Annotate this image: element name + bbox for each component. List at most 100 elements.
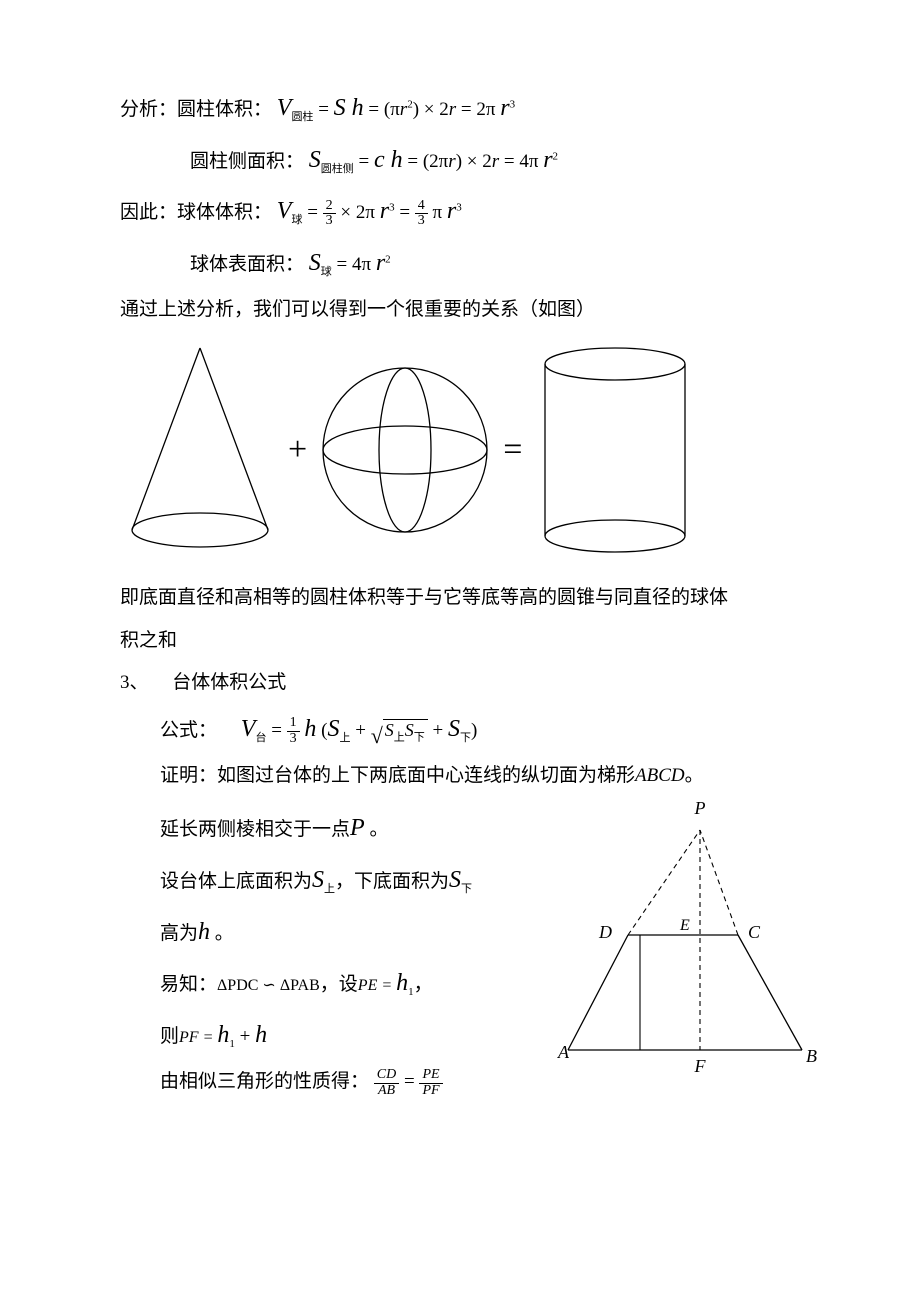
frac-2-3: 23 <box>323 199 336 229</box>
line-relation-1: 即底面直径和高相等的圆柱体积等于与它等底等高的圆锥与同直径的球体 <box>120 580 820 616</box>
s2sub: 下 <box>460 732 471 744</box>
s1sub: 上 <box>339 732 350 744</box>
sub: 圆柱 <box>291 111 313 123</box>
label-C: C <box>748 922 761 942</box>
sub: 圆柱侧 <box>321 162 354 174</box>
sqrt: √S上S下 <box>371 719 428 745</box>
eq: = <box>271 720 286 741</box>
P: P <box>350 815 365 841</box>
e3: 3 <box>389 202 395 214</box>
sphere-icon <box>315 350 495 550</box>
S1: S <box>327 716 339 742</box>
plus-sign: + <box>288 418 307 483</box>
n: 1 <box>287 716 300 732</box>
m1: = (2π <box>407 151 448 172</box>
shapes-diagram: + = <box>120 340 820 560</box>
line-relation-2: 积之和 <box>120 623 820 659</box>
num: 3、 <box>120 672 149 693</box>
h: h <box>198 919 210 945</box>
h: h <box>346 95 364 121</box>
V: V <box>277 198 292 224</box>
S: S <box>334 95 346 121</box>
m2: ) × 2 <box>413 99 449 120</box>
t: 高为 <box>160 923 198 944</box>
h: h <box>304 716 316 742</box>
d2: PF <box>419 1084 442 1099</box>
cone-icon <box>120 340 280 560</box>
line-cylinder-volume: 分析：圆柱体积： V圆柱 = S h = (πr2) × 2r = 2π r3 <box>120 86 820 132</box>
end: 。 <box>685 765 704 786</box>
sim: ΔPDC ∽ ΔPAB <box>217 977 320 994</box>
label-P: P <box>694 798 706 818</box>
line-relation-intro: 通过上述分析，我们可以得到一个很重要的关系（如图） <box>120 292 820 328</box>
r3: r <box>500 95 509 121</box>
m: ，设 <box>320 974 358 995</box>
d: AB <box>374 1084 399 1099</box>
rhs: = 4π <box>337 254 376 275</box>
eq: = <box>318 99 333 120</box>
d: 3 <box>415 214 428 229</box>
plus2: + <box>433 720 448 741</box>
end: 。 <box>365 819 389 840</box>
end: 。 <box>210 923 234 944</box>
V: V <box>241 716 256 742</box>
line-sphere-surface: 球体表面积： S球 = 4π r2 <box>120 241 820 287</box>
r2: r <box>447 198 456 224</box>
sqS1: S <box>385 720 394 740</box>
t: = 4π <box>499 151 543 172</box>
eq: = <box>404 1071 419 1092</box>
S: S <box>309 147 321 173</box>
h: h <box>385 147 403 173</box>
line-sphere-volume: 因此：球体体积： V球 = 23 × 2π r3 = 43 π r3 <box>120 189 820 235</box>
t: = 2π <box>456 99 500 120</box>
cylinder-icon <box>530 340 700 560</box>
V: V <box>277 95 292 121</box>
line-cylinder-side: 圆柱侧面积： S圆柱侧 = c h = (2πr) × 2r = 4π r2 <box>120 138 820 184</box>
sub: 球 <box>321 266 332 278</box>
eq2: = <box>399 202 414 223</box>
end: ， <box>414 974 433 995</box>
s2: 下 <box>461 883 472 895</box>
label-E: E <box>679 917 690 934</box>
sq: 2 <box>385 253 391 265</box>
cube: 3 <box>510 99 516 111</box>
proof-line-4: 高为h 。 <box>120 910 536 956</box>
abcd: ABCD <box>635 765 685 786</box>
m1: = (π <box>368 99 399 120</box>
h: h <box>255 1022 267 1048</box>
label: 公式： <box>160 720 217 741</box>
close: ) <box>471 720 477 741</box>
n: 2 <box>323 199 336 215</box>
label-D: D <box>598 922 612 942</box>
r: r <box>376 250 385 276</box>
frac-1-3: 13 <box>287 716 300 746</box>
n2: PE <box>419 1068 442 1084</box>
proof-line-3: 设台体上底面积为S上，下底面积为S下 <box>120 858 536 904</box>
S: S <box>309 250 321 276</box>
frustum-formula: 公式： V台 = 13 h (S上 + √S上S下 + S下) <box>120 707 820 753</box>
r: r <box>380 198 389 224</box>
proof-line-5: 易知：ΔPDC ∽ ΔPAB，设PE = h1， <box>120 961 536 1007</box>
d: 3 <box>287 732 300 747</box>
S2: S <box>448 716 460 742</box>
label-A: A <box>557 1042 570 1062</box>
r: r <box>448 151 455 172</box>
equals-sign: = <box>503 418 522 483</box>
proof-line-7: 由相似三角形的性质得： CDAB = PEPF <box>120 1064 536 1100</box>
eq: = <box>359 151 374 172</box>
s1: 上 <box>324 883 335 895</box>
label-F: F <box>694 1056 707 1076</box>
S1: S <box>312 867 324 893</box>
n: CD <box>374 1068 399 1084</box>
proof-line-2: 延长两侧棱相交于一点P 。 <box>120 806 536 852</box>
eq: = <box>307 202 322 223</box>
t: 延长两侧棱相交于一点 <box>160 819 350 840</box>
plus: + <box>355 720 370 741</box>
frustum-diagram: P D E C A B F <box>550 790 820 1090</box>
m2: π <box>433 202 447 223</box>
label: 球体表面积： <box>190 254 304 275</box>
label: 圆柱侧面积： <box>190 151 304 172</box>
label-B: B <box>806 1046 817 1066</box>
sq: 2 <box>553 150 559 162</box>
S2: S <box>449 867 461 893</box>
